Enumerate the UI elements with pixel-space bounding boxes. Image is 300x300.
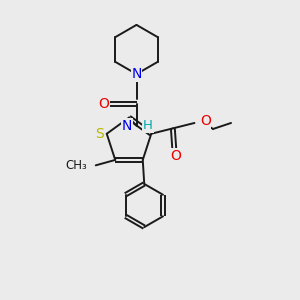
Text: S: S bbox=[95, 127, 103, 141]
Text: N: N bbox=[122, 119, 132, 133]
Text: O: O bbox=[170, 149, 181, 163]
Text: N: N bbox=[131, 67, 142, 81]
Text: CH₃: CH₃ bbox=[66, 159, 87, 172]
Text: H: H bbox=[143, 119, 153, 132]
Text: O: O bbox=[200, 115, 211, 128]
Text: O: O bbox=[99, 97, 110, 111]
